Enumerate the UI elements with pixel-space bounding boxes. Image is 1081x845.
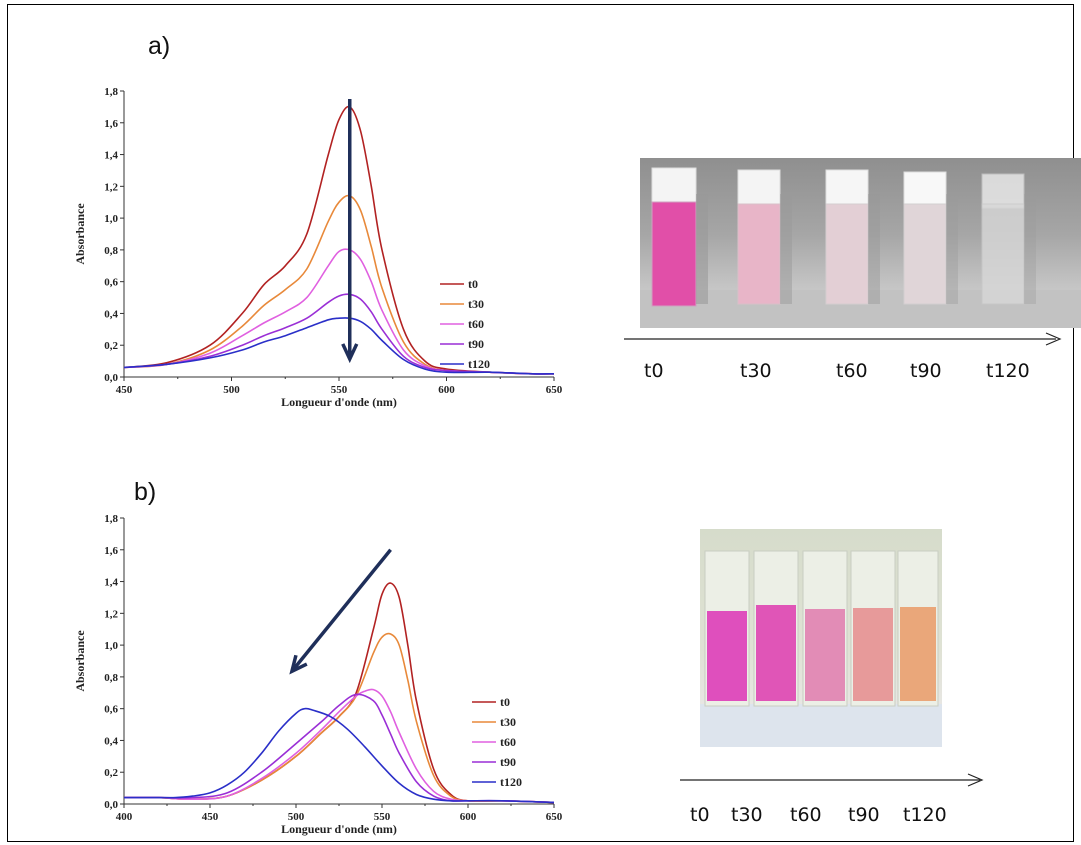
cuvette-a-t30 bbox=[737, 169, 792, 305]
chart-a-y-tick-label: 1,8 bbox=[104, 86, 118, 98]
chart-b-y-tick-label: 0,0 bbox=[104, 799, 118, 811]
chart-a-legend-label-t0: t0 bbox=[468, 277, 478, 291]
chart-b-y-tick-label: 1,6 bbox=[104, 545, 118, 557]
chart-a-legend-label-t30: t30 bbox=[468, 297, 484, 311]
chart-b-series-t120 bbox=[123, 707, 555, 804]
chart-b-series-t60 bbox=[123, 688, 555, 804]
panel-label-a: a) bbox=[148, 32, 171, 60]
chart-a-trend-arrow-head bbox=[341, 343, 359, 364]
cuvette-b-t30 bbox=[756, 605, 796, 701]
cuvette-photo-a bbox=[640, 158, 1081, 328]
chart-b-x-axis-title: Longueur d'onde (nm) bbox=[281, 822, 397, 836]
chart-b-y-tick-label: 0,4 bbox=[104, 735, 118, 747]
chart-a-y-tick-label: 0,4 bbox=[104, 308, 118, 320]
chart-b-legend-label-t120: t120 bbox=[500, 775, 522, 789]
photo-a-label-t0: t0 bbox=[644, 360, 664, 382]
photo-a-label-t60: t60 bbox=[836, 360, 868, 382]
cuvette-a-t90 bbox=[903, 171, 958, 305]
cuvette-a-t120 bbox=[981, 173, 1036, 305]
chart-b-y-axis-title: Absorbance bbox=[73, 630, 87, 692]
cuvette-b-t120 bbox=[900, 607, 936, 701]
chart-a-x-tick-label: 650 bbox=[546, 384, 563, 396]
photo-b-label-t90: t90 bbox=[848, 804, 880, 826]
chart-a-y-tick-label: 0,8 bbox=[104, 245, 118, 257]
chart-b-x-tick-label: 450 bbox=[202, 811, 219, 823]
photo-a-label-t30: t30 bbox=[740, 360, 772, 382]
cuvette-photo-b bbox=[700, 529, 942, 747]
cuvette-a-t60 bbox=[825, 169, 880, 305]
chart-a-y-tick-label: 0,0 bbox=[104, 372, 118, 384]
chart-b-y-tick-label: 1,0 bbox=[104, 640, 118, 652]
chart-b-y-tick-label: 1,2 bbox=[104, 608, 118, 620]
chart-b-trend-arrow bbox=[291, 548, 392, 672]
chart-b-legend-label-t60: t60 bbox=[500, 735, 516, 749]
chart-b-y-tick-label: 0,6 bbox=[104, 704, 118, 716]
chart-b-x-tick-label: 600 bbox=[460, 811, 477, 823]
chart-a-y-tick-label: 0,2 bbox=[104, 340, 118, 352]
photo-a-label-t120: t120 bbox=[986, 360, 1030, 382]
chart-a-y-tick-label: 1,4 bbox=[104, 150, 118, 162]
chart-b-legend-label-t0: t0 bbox=[500, 695, 510, 709]
chart-b-y-tick-label: 1,4 bbox=[104, 577, 118, 589]
chart-a-x-tick-label: 600 bbox=[438, 384, 455, 396]
chart-b-series-t90 bbox=[123, 693, 555, 804]
chart-a-y-tick-label: 0,6 bbox=[104, 277, 118, 289]
chart-a-y-tick-label: 1,2 bbox=[104, 181, 118, 193]
chart-a-y-tick-label: 1,0 bbox=[104, 213, 118, 225]
chart-b-y-tick-label: 0,2 bbox=[104, 767, 118, 779]
photo-b-label-t60: t60 bbox=[790, 804, 822, 826]
chart-b-y-tick-label: 0,8 bbox=[104, 672, 118, 684]
chart-a-x-tick-label: 450 bbox=[116, 384, 133, 396]
photo-b-label-t30: t30 bbox=[731, 804, 763, 826]
cuvette-b-t60 bbox=[805, 609, 845, 701]
chart-b-x-tick-label: 500 bbox=[288, 811, 305, 823]
chart-a-y-tick-label: 1,6 bbox=[104, 118, 118, 130]
chart-a-x-tick-label: 550 bbox=[331, 384, 348, 396]
chart-a-legend-label-t90: t90 bbox=[468, 337, 484, 351]
cuvette-a-t0 bbox=[651, 167, 708, 307]
chart-b-legend-label-t30: t30 bbox=[500, 715, 516, 729]
time-arrow-b bbox=[680, 773, 984, 787]
chart-a-legend-label-t60: t60 bbox=[468, 317, 484, 331]
chart-b-x-tick-label: 400 bbox=[116, 811, 133, 823]
photo-b-label-t0: t0 bbox=[690, 804, 710, 826]
chart-b: 0,0 0,2 0,4 0,6 0,8 1,0 1,2 1,4 1,6 1,8 400 450 500 5… bbox=[73, 513, 563, 836]
chart-b-y-tick-label: 1,8 bbox=[104, 513, 118, 525]
chart-b-x-tick-label: 650 bbox=[546, 811, 563, 823]
chart-a-x-tick-label: 500 bbox=[223, 384, 240, 396]
chart-a-legend-label-t120: t120 bbox=[468, 357, 490, 371]
chart-a-series-t0 bbox=[123, 105, 555, 375]
chart-b-trend-arrow-head bbox=[289, 654, 308, 675]
panel-label-b: b) bbox=[134, 478, 157, 506]
cuvette-b-t0 bbox=[707, 611, 747, 701]
chart-a-y-axis-title: Absorbance bbox=[73, 203, 87, 265]
time-arrow-a bbox=[624, 332, 1062, 346]
chart-b-legend-label-t90: t90 bbox=[500, 755, 516, 769]
chart-b-series-t30 bbox=[123, 632, 555, 804]
chart-a-x-axis-title: Longueur d'onde (nm) bbox=[281, 395, 397, 409]
chart-a: 0,0 0,2 0,4 0,6 0,8 1,0 1,2 1,4 1,6 1,8 450 500 550 6… bbox=[73, 86, 563, 409]
cuvette-b-t90 bbox=[853, 608, 893, 701]
photo-a-label-t90: t90 bbox=[910, 360, 942, 382]
chart-a-series-t30 bbox=[123, 194, 555, 375]
chart-b-x-tick-label: 550 bbox=[374, 811, 391, 823]
figure-frame bbox=[7, 4, 1074, 842]
photo-b-label-t120: t120 bbox=[903, 804, 947, 826]
